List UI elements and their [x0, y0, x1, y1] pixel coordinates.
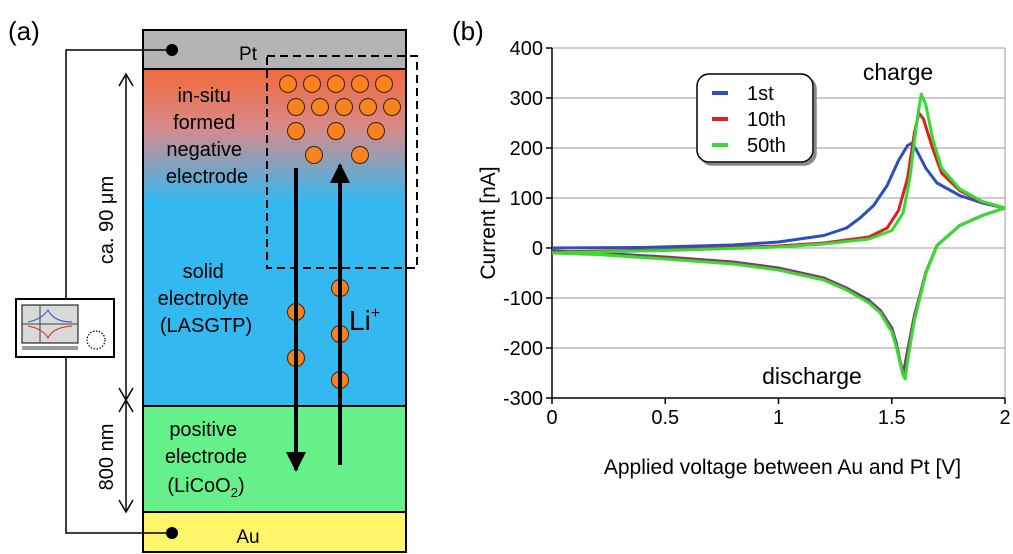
- li-ions: [279, 75, 401, 389]
- x-axis-title: Applied voltage between Au and Pt [V]: [604, 456, 961, 479]
- legend-label-10th: 10th: [747, 109, 786, 131]
- series-line-50th-discharge: [551, 206, 1006, 381]
- x-tick-label: 2: [999, 407, 1010, 429]
- panel-a: (a) Pt in-situ formed negative electrode…: [8, 16, 418, 553]
- li-ion-circle: [303, 75, 321, 93]
- li-ion-circle: [375, 75, 393, 93]
- li-ion-circle: [279, 75, 297, 93]
- legend-label-50th: 50th: [747, 135, 786, 157]
- au-label: Au: [236, 527, 259, 548]
- external-circuit: [65, 49, 172, 534]
- li-ion-circle: [287, 122, 305, 140]
- x-tick-label: 0: [546, 407, 557, 429]
- panel-b: (b) -300 -200 -100 0 100 200 300 400 0 0.5 1 1.5 2 Ap…: [452, 16, 1011, 479]
- li-ion-circle: [351, 75, 369, 93]
- x-tick-label: 0.5: [651, 407, 679, 429]
- thin-thickness-label: 800 nm: [96, 424, 118, 491]
- series-line-1st-charge: [551, 141, 1006, 250]
- y-tick-label: 0: [532, 238, 543, 260]
- x-tick-label: 1: [773, 407, 784, 429]
- pt-contact-dot: [166, 44, 178, 56]
- y-tick-label: -300: [503, 388, 543, 410]
- series-line-1st-discharge: [551, 206, 1006, 371]
- li-ion-circle: [287, 98, 305, 116]
- li-ion-circle: [327, 75, 345, 93]
- li-ion-circle: [383, 98, 401, 116]
- y-tick-label: 100: [510, 188, 543, 210]
- li-ion-circle: [327, 122, 345, 140]
- potentiostat-icon: [15, 298, 115, 358]
- y-axis-title: Current [nA]: [477, 166, 500, 279]
- x-tick-label: 1.5: [878, 407, 906, 429]
- positive-electrode-layer: [143, 406, 406, 512]
- li-ion-circle: [305, 146, 323, 164]
- series-line-10th-discharge: [551, 206, 1006, 377]
- thickness-label: ca. 90 μm: [96, 176, 118, 264]
- au-layer: [143, 512, 406, 552]
- li-ion-circle: [335, 98, 353, 116]
- legend-label-1st: 1st: [747, 83, 774, 105]
- cv-chart: -300 -200 -100 0 100 200 300 400 0 0.5 1 1.5 2 Applie…: [477, 38, 1011, 479]
- legend-box: [696, 73, 814, 163]
- y-tick-label: -200: [503, 338, 543, 360]
- legend: 1st 10th 50th: [696, 73, 814, 163]
- au-contact-dot: [166, 527, 178, 539]
- charge-annotation: charge: [863, 59, 933, 85]
- li-ion-label: Li+: [349, 305, 380, 336]
- li-ion-circle: [311, 98, 329, 116]
- electrolyte-layer: [143, 201, 406, 406]
- pt-layer: [143, 30, 406, 69]
- y-tick-label: 300: [510, 88, 543, 110]
- electrolyte-label: solid electrolyte (LASGTP): [158, 261, 255, 337]
- negative-electrode-label: in-situ formed negative electrode: [166, 85, 248, 188]
- y-tick-label: 200: [510, 138, 543, 160]
- discharge-annotation: discharge: [762, 363, 862, 389]
- licoo2-formula: (LiCoO2): [167, 475, 244, 500]
- pt-label: Pt: [239, 44, 258, 65]
- li-ion-circle: [367, 122, 385, 140]
- positive-electrode-label: positive electrode: [165, 419, 247, 468]
- li-ion-circle: [351, 146, 369, 164]
- panel-b-label: (b): [452, 16, 484, 46]
- y-tick-label: -100: [503, 288, 543, 310]
- panel-a-label: (a): [8, 16, 40, 46]
- li-ion-circle: [359, 98, 377, 116]
- series-line-50th-charge: [551, 92, 1006, 255]
- y-tick-label: 400: [510, 38, 543, 60]
